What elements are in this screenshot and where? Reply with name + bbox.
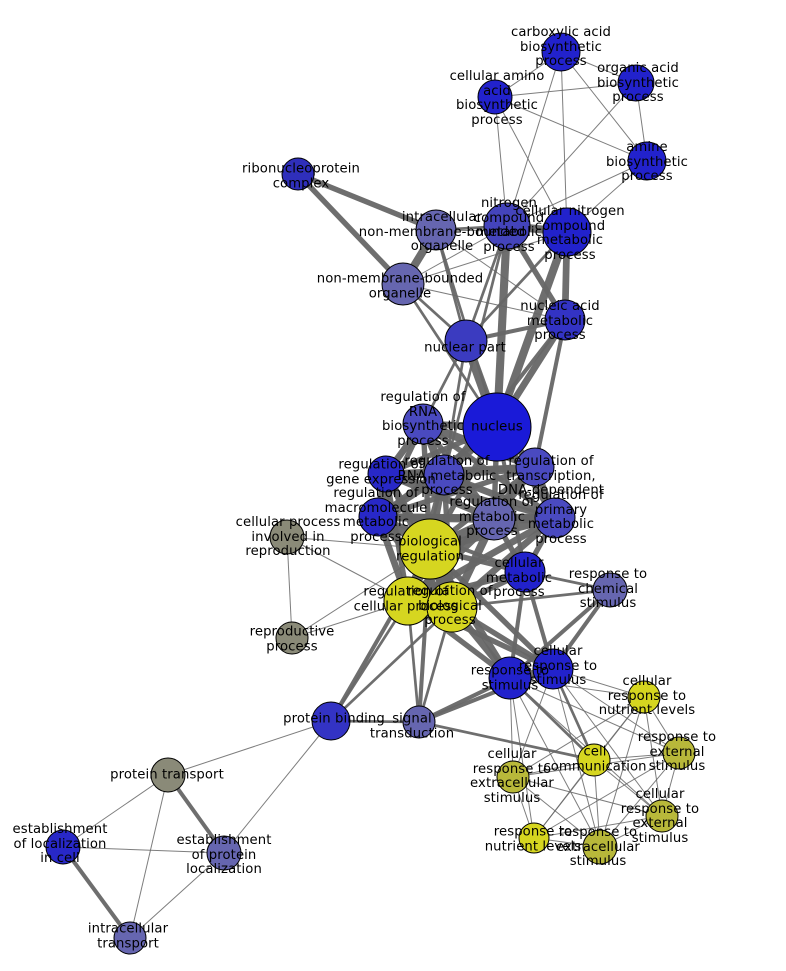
- graph-node[interactable]: [383, 576, 433, 626]
- graph-node[interactable]: [206, 835, 242, 871]
- graph-node[interactable]: [518, 822, 550, 854]
- graph-edge: [506, 82, 637, 227]
- graph-node[interactable]: [281, 157, 315, 191]
- graph-edge: [296, 171, 438, 233]
- graph-edge: [533, 815, 663, 839]
- graph-node[interactable]: [472, 497, 516, 541]
- graph-node[interactable]: [627, 141, 667, 181]
- graph-node[interactable]: [577, 743, 611, 777]
- graph-edge: [402, 231, 568, 285]
- graph-edge: [599, 696, 645, 848]
- graph-edge: [533, 319, 567, 468]
- graph-node[interactable]: [532, 648, 574, 690]
- graph-node[interactable]: [275, 621, 309, 655]
- graph-edge: [512, 776, 601, 848]
- graph-edge: [509, 677, 645, 698]
- graph-node[interactable]: [150, 757, 186, 793]
- graph-edge: [512, 776, 663, 817]
- graph-edge: [494, 96, 648, 162]
- graph-edge: [552, 668, 680, 754]
- graph-node[interactable]: [381, 262, 425, 306]
- graph-edge: [418, 720, 595, 762]
- graph-node[interactable]: [444, 319, 488, 363]
- graph-node[interactable]: [544, 299, 586, 341]
- graph-node[interactable]: [311, 701, 351, 741]
- graph-node[interactable]: [399, 518, 461, 580]
- graph-edge: [552, 668, 601, 848]
- graph-edge: [385, 471, 556, 521]
- graph-edge: [599, 752, 680, 848]
- graph-node[interactable]: [662, 736, 696, 770]
- graph-node[interactable]: [542, 207, 592, 257]
- graph-node[interactable]: [415, 209, 457, 251]
- graph-edge: [506, 160, 648, 227]
- graph-node[interactable]: [426, 581, 478, 633]
- graph-edge: [402, 283, 566, 321]
- graph-edge: [509, 677, 535, 839]
- graph-node[interactable]: [358, 497, 398, 537]
- graph-edge: [506, 51, 562, 227]
- graph-node[interactable]: [45, 829, 81, 865]
- graph-node[interactable]: [534, 497, 576, 539]
- graph-edge: [560, 51, 648, 162]
- graph-node[interactable]: [645, 799, 679, 833]
- graph-edge: [296, 172, 405, 286]
- graph-node[interactable]: [367, 455, 405, 493]
- graph-node[interactable]: [113, 921, 147, 955]
- graph-edge: [494, 96, 568, 233]
- graph-node[interactable]: [488, 656, 532, 700]
- graph-edge: [62, 846, 225, 854]
- graph-edge: [129, 852, 225, 939]
- graph-node[interactable]: [496, 760, 530, 794]
- graph-node[interactable]: [627, 680, 661, 714]
- graph-node[interactable]: [515, 447, 555, 487]
- graph-node[interactable]: [423, 454, 465, 496]
- graph-node[interactable]: [402, 705, 436, 739]
- graph-node[interactable]: [477, 79, 513, 115]
- graph-edge: [533, 752, 680, 839]
- graph-node[interactable]: [582, 829, 618, 865]
- graph-node[interactable]: [462, 392, 532, 462]
- graph-edge: [129, 774, 169, 939]
- graph-edge: [61, 845, 132, 940]
- graph-node[interactable]: [402, 403, 444, 445]
- graph-edge: [508, 588, 612, 680]
- graph-edge: [560, 51, 568, 233]
- graph-edge: [62, 774, 169, 848]
- graph-node[interactable]: [592, 572, 628, 608]
- graph-edge: [223, 720, 332, 854]
- graph-edge: [494, 82, 637, 98]
- edge-layer: [61, 51, 680, 940]
- graph-edge: [435, 229, 566, 321]
- graph-node[interactable]: [617, 64, 655, 102]
- graph-edge: [330, 606, 453, 722]
- graph-edge: [418, 667, 554, 724]
- graph-edge: [512, 696, 645, 778]
- graph-edge: [167, 720, 332, 776]
- graph-node[interactable]: [269, 519, 305, 555]
- graph-node[interactable]: [483, 202, 531, 250]
- graph-edge: [509, 677, 601, 848]
- node-layer: [45, 32, 696, 955]
- graph-node[interactable]: [541, 32, 581, 72]
- graph-node[interactable]: [504, 551, 546, 593]
